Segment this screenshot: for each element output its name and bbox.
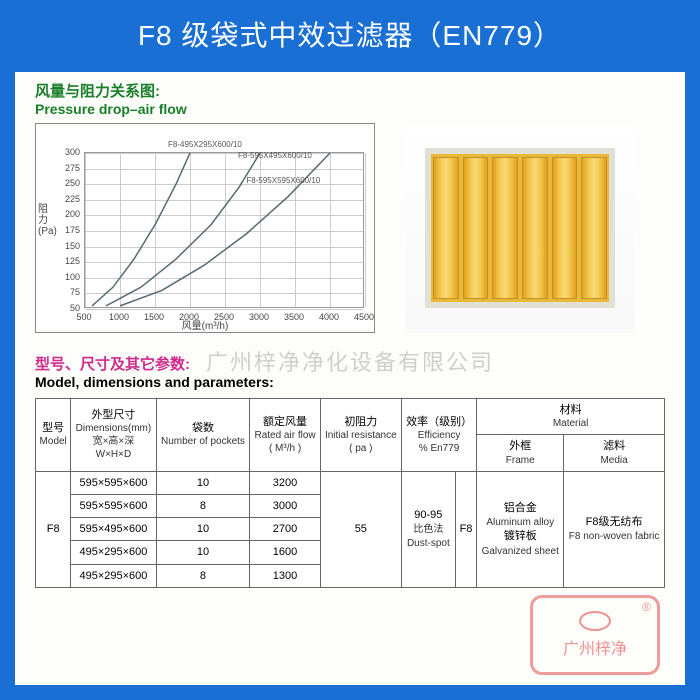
pressure-drop-chart: 阻 力 (Pa) 风量(m³/h) 5075100125150175200225… — [35, 123, 375, 333]
col-pockets: 袋数 Number of pockets — [156, 399, 250, 472]
col-material: 材料 Material — [477, 399, 665, 435]
col-media: 滤料 Media — [564, 435, 665, 471]
spec-heading-cn: 型号、尺寸及其它参数: — [35, 353, 665, 374]
stamp-logo-icon — [579, 611, 611, 631]
filter-pocket — [463, 157, 489, 299]
product-illustration — [405, 123, 635, 333]
col-resistance: 初阻力 Initial resistance ( pa ) — [320, 399, 401, 472]
chart-heading-en: Pressure drop–air flow — [35, 101, 665, 117]
filter-pocket — [581, 157, 607, 299]
filter-pocket — [492, 157, 518, 299]
col-frame: 外框 Frame — [477, 435, 564, 471]
filter-pocket — [433, 157, 459, 299]
spec-table: 型号 Model 外型尺寸 Dimensions(mm) 宽×高×深 W×H×D… — [35, 398, 665, 588]
col-dims: 外型尺寸 Dimensions(mm) 宽×高×深 W×H×D — [71, 399, 156, 472]
company-stamp: ® 广州梓净 — [530, 595, 660, 675]
col-model: 型号 Model — [36, 399, 71, 472]
col-airflow: 额定风量 Rated air flow ( M³/h ) — [250, 399, 320, 472]
filter-pocket — [522, 157, 548, 299]
chart-heading-cn: 风量与阻力关系图: — [35, 80, 665, 101]
table-row: F8595×595×6001032005590-95比色法Dust-spotF8… — [36, 471, 665, 494]
spec-heading-en: Model, dimensions and parameters: — [35, 374, 665, 390]
page-title: F8 级袋式中效过滤器（EN779） — [15, 0, 685, 72]
filter-pocket — [552, 157, 578, 299]
col-efficiency: 效率（级别） Efficiency % En779 — [401, 399, 476, 472]
